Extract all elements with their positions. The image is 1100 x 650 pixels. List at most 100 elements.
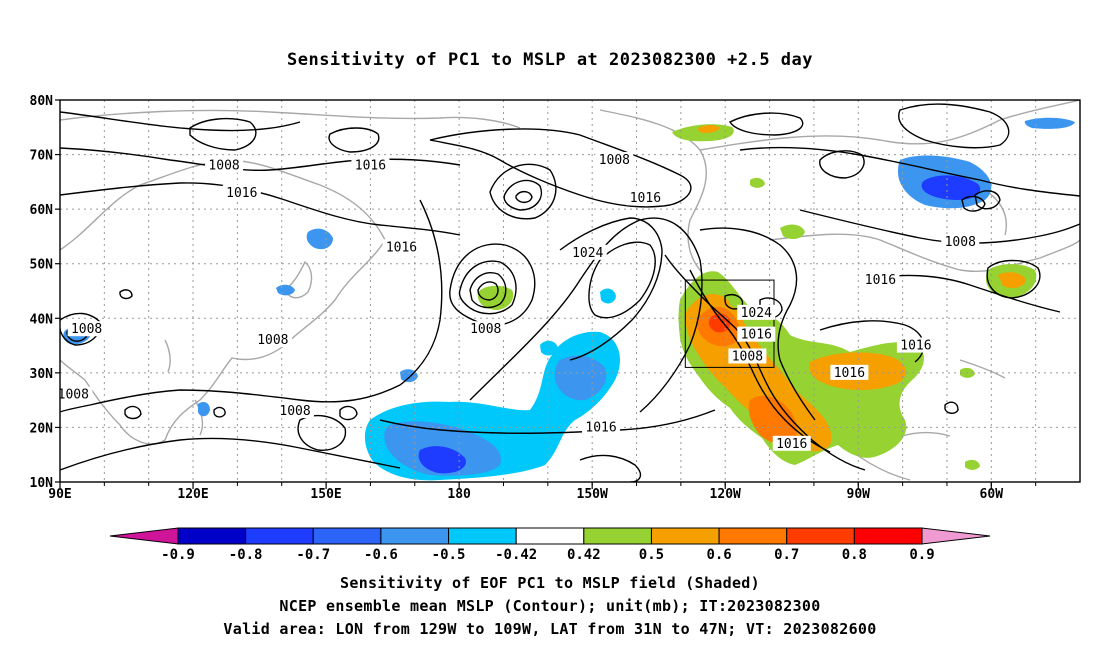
contour-label: 1016	[741, 328, 772, 343]
colorbar-tick-label: 0.42	[567, 547, 601, 563]
lat-label: 20N	[30, 421, 54, 436]
contour-label: 1008	[208, 158, 239, 173]
contour-label: 1016	[834, 366, 865, 381]
lat-label: 30N	[30, 367, 54, 382]
contour-label-bg	[737, 326, 776, 342]
contour-label-bg	[737, 304, 776, 320]
colorbar-swatch	[177, 527, 247, 545]
contour-label-bg	[568, 244, 607, 260]
lat-label: 80N	[30, 94, 54, 109]
contour-label: 1008	[599, 153, 630, 168]
contour-label-bg	[830, 364, 869, 380]
contour-label-bg	[276, 403, 315, 419]
lon-label: 150E	[310, 487, 341, 502]
contour-label-bg	[582, 419, 621, 435]
contour-label: 1016	[900, 339, 931, 354]
contour-label-bg	[382, 239, 421, 255]
contour-label-bg	[595, 152, 634, 168]
valid-area-box	[684, 279, 775, 368]
negative-shade-central	[554, 355, 607, 401]
positive-shade-alaska-core	[698, 125, 720, 133]
lat-label: 50N	[30, 258, 54, 273]
colorbar-tick-label: 0.7	[774, 547, 799, 563]
colorbar-extend-high	[921, 527, 991, 545]
contour-label-bg	[351, 157, 390, 173]
positive-shade-small-g4	[965, 459, 980, 470]
lon-label: 90W	[847, 487, 871, 502]
contour-label-bg	[728, 348, 767, 364]
contour-label: 1016	[776, 437, 807, 452]
contour-label-bg	[222, 184, 261, 200]
positive-shade-atlantic-core	[998, 272, 1026, 288]
positive-shade-canada	[780, 224, 805, 240]
colorbar-swatch	[583, 527, 652, 545]
contour-label-bg	[861, 272, 900, 288]
lon-label: 120E	[177, 487, 208, 502]
colorbar-tick-label: -0.9	[161, 547, 195, 563]
lat-label: 60N	[30, 203, 54, 218]
positive-shade-na-darkorange-2	[748, 395, 797, 445]
lat-label: 10N	[30, 476, 54, 491]
contour-label-bg	[466, 321, 505, 337]
colorbar-tick-label: 0.5	[639, 547, 664, 563]
lat-label: 40N	[30, 312, 54, 327]
contour-label: 1024	[572, 246, 603, 261]
contour-label-bg	[626, 190, 665, 206]
contour-label-bg	[896, 337, 935, 353]
colorbar-swatch	[312, 527, 382, 545]
lon-label: 60W	[980, 487, 1004, 502]
mslp-contours	[60, 103, 1080, 482]
contour-label: 1008	[470, 322, 501, 337]
contour-label: 1016	[386, 240, 417, 255]
negative-shade-taiwan	[198, 402, 210, 417]
contour-label: 1008	[279, 404, 310, 419]
contour-label: 1016	[226, 186, 257, 201]
colorbar-swatch	[380, 527, 450, 545]
contour-label: 1008	[71, 322, 102, 337]
positive-shade-small-g1	[750, 177, 765, 188]
colorbar-swatch	[853, 527, 923, 545]
contour-label-bg	[253, 332, 292, 348]
negative-shade-pacific-core	[418, 446, 466, 474]
colorbar-tick-label: -0.5	[432, 547, 466, 563]
caption-valid-area: Valid area: LON from 129W to 109W, LAT f…	[223, 620, 877, 638]
colorbar-tick-label: -0.7	[296, 547, 330, 563]
contour-label-bg	[60, 386, 93, 402]
map-frame	[59, 99, 1081, 483]
chart-title: Sensitivity of PC1 to MSLP at 2023082300…	[286, 50, 813, 70]
contour-label: 1024	[741, 306, 772, 321]
colorbar-tick-label: 0.6	[706, 547, 731, 563]
lon-label: 150W	[577, 487, 608, 502]
caption-contours: NCEP ensemble mean MSLP (Contour); unit(…	[279, 597, 821, 615]
contour-label: 1008	[945, 235, 976, 250]
lat-label: 70N	[30, 149, 54, 164]
contour-label: 1016	[865, 273, 896, 288]
positive-shade-small-g3	[892, 421, 907, 432]
colorbar-swatch	[786, 527, 855, 545]
graticule	[60, 100, 1080, 482]
contour-label: 1016	[355, 158, 386, 173]
caption-shading: Sensitivity of EOF PC1 to MSLP field (Sh…	[340, 574, 760, 592]
colorbar-swatch	[718, 527, 788, 545]
contour-label-bg	[205, 157, 244, 173]
negative-shade-greenland-core	[921, 175, 981, 200]
contour-label-bg	[67, 321, 106, 337]
colorbar-tick-label: 0.9	[909, 547, 934, 563]
colorbar-tick-label: -0.8	[229, 547, 263, 563]
contour-label: 1008	[732, 349, 763, 364]
colorbar-swatch	[650, 527, 720, 545]
colorbar-tick-label: -0.6	[364, 547, 398, 563]
lon-label: 120W	[710, 487, 741, 502]
colorbar-tick-label: -0.42	[495, 547, 537, 563]
contour-label: 1008	[58, 388, 89, 403]
negative-shade-arctic	[1024, 117, 1075, 129]
colorbar: -0.9 -0.8 -0.7 -0.6 -0.5 -0.42 0.42 0.5 0.6 0.7 0.…	[109, 527, 991, 563]
colorbar-swatch	[448, 527, 517, 545]
contour-label: 1008	[257, 333, 288, 348]
colorbar-swatch	[515, 527, 585, 545]
lon-label: 180	[447, 487, 471, 502]
negative-shade-sakhalin	[276, 284, 295, 296]
contour-label: 1016	[585, 420, 616, 435]
